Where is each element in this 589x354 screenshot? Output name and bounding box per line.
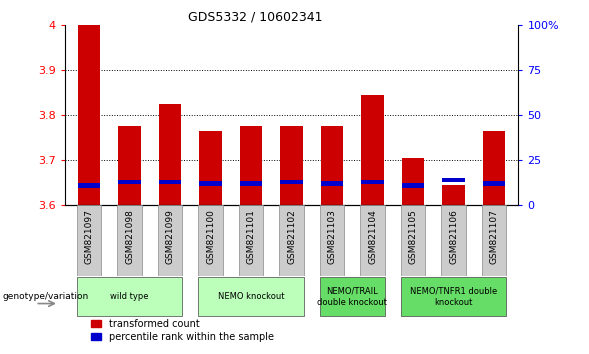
Bar — [78, 183, 100, 188]
Bar — [280, 179, 303, 184]
Bar — [321, 181, 343, 186]
Bar — [402, 158, 424, 205]
Text: GSM821105: GSM821105 — [409, 209, 418, 264]
Title: GDS5332 / 10602341: GDS5332 / 10602341 — [188, 11, 323, 24]
Bar — [77, 205, 101, 276]
Bar — [280, 126, 303, 205]
Bar — [78, 25, 100, 205]
Bar — [239, 205, 263, 276]
Text: GSM821106: GSM821106 — [449, 209, 458, 264]
Text: GSM821097: GSM821097 — [85, 209, 94, 264]
Bar — [77, 277, 183, 316]
Text: GSM821101: GSM821101 — [247, 209, 256, 264]
Bar — [118, 179, 141, 184]
Bar — [401, 277, 507, 316]
Text: GSM821103: GSM821103 — [327, 209, 336, 264]
Text: GSM821098: GSM821098 — [125, 209, 134, 264]
Bar — [240, 181, 262, 186]
Text: GSM821099: GSM821099 — [166, 209, 174, 264]
Bar — [321, 126, 343, 205]
Bar — [483, 131, 505, 205]
Text: NEMO/TRAIL
double knockout: NEMO/TRAIL double knockout — [317, 286, 387, 307]
Text: GSM821107: GSM821107 — [489, 209, 498, 264]
Bar — [118, 126, 141, 205]
Text: NEMO knockout: NEMO knockout — [218, 292, 284, 301]
Bar — [198, 277, 304, 316]
Bar — [442, 185, 465, 205]
Bar — [320, 277, 385, 316]
Bar — [362, 95, 383, 205]
Bar — [441, 205, 466, 276]
Bar — [401, 205, 425, 276]
Text: genotype/variation: genotype/variation — [3, 292, 89, 301]
Bar — [159, 179, 181, 184]
Text: NEMO/TNFR1 double
knockout: NEMO/TNFR1 double knockout — [410, 286, 497, 307]
Bar — [240, 126, 262, 205]
Bar — [320, 205, 345, 276]
Bar — [117, 205, 142, 276]
Bar — [360, 205, 385, 276]
Bar — [482, 205, 507, 276]
Bar — [442, 178, 465, 182]
Bar — [200, 131, 221, 205]
Bar — [198, 205, 223, 276]
Legend: transformed count, percentile rank within the sample: transformed count, percentile rank withi… — [87, 315, 277, 346]
Bar — [200, 181, 221, 186]
Bar — [279, 205, 304, 276]
Text: GSM821102: GSM821102 — [287, 209, 296, 264]
Text: GSM821100: GSM821100 — [206, 209, 215, 264]
Bar — [159, 104, 181, 205]
Text: GSM821104: GSM821104 — [368, 209, 377, 264]
Bar — [158, 205, 183, 276]
Bar — [402, 183, 424, 188]
Bar — [362, 179, 383, 184]
Bar — [483, 181, 505, 186]
Text: wild type: wild type — [110, 292, 149, 301]
